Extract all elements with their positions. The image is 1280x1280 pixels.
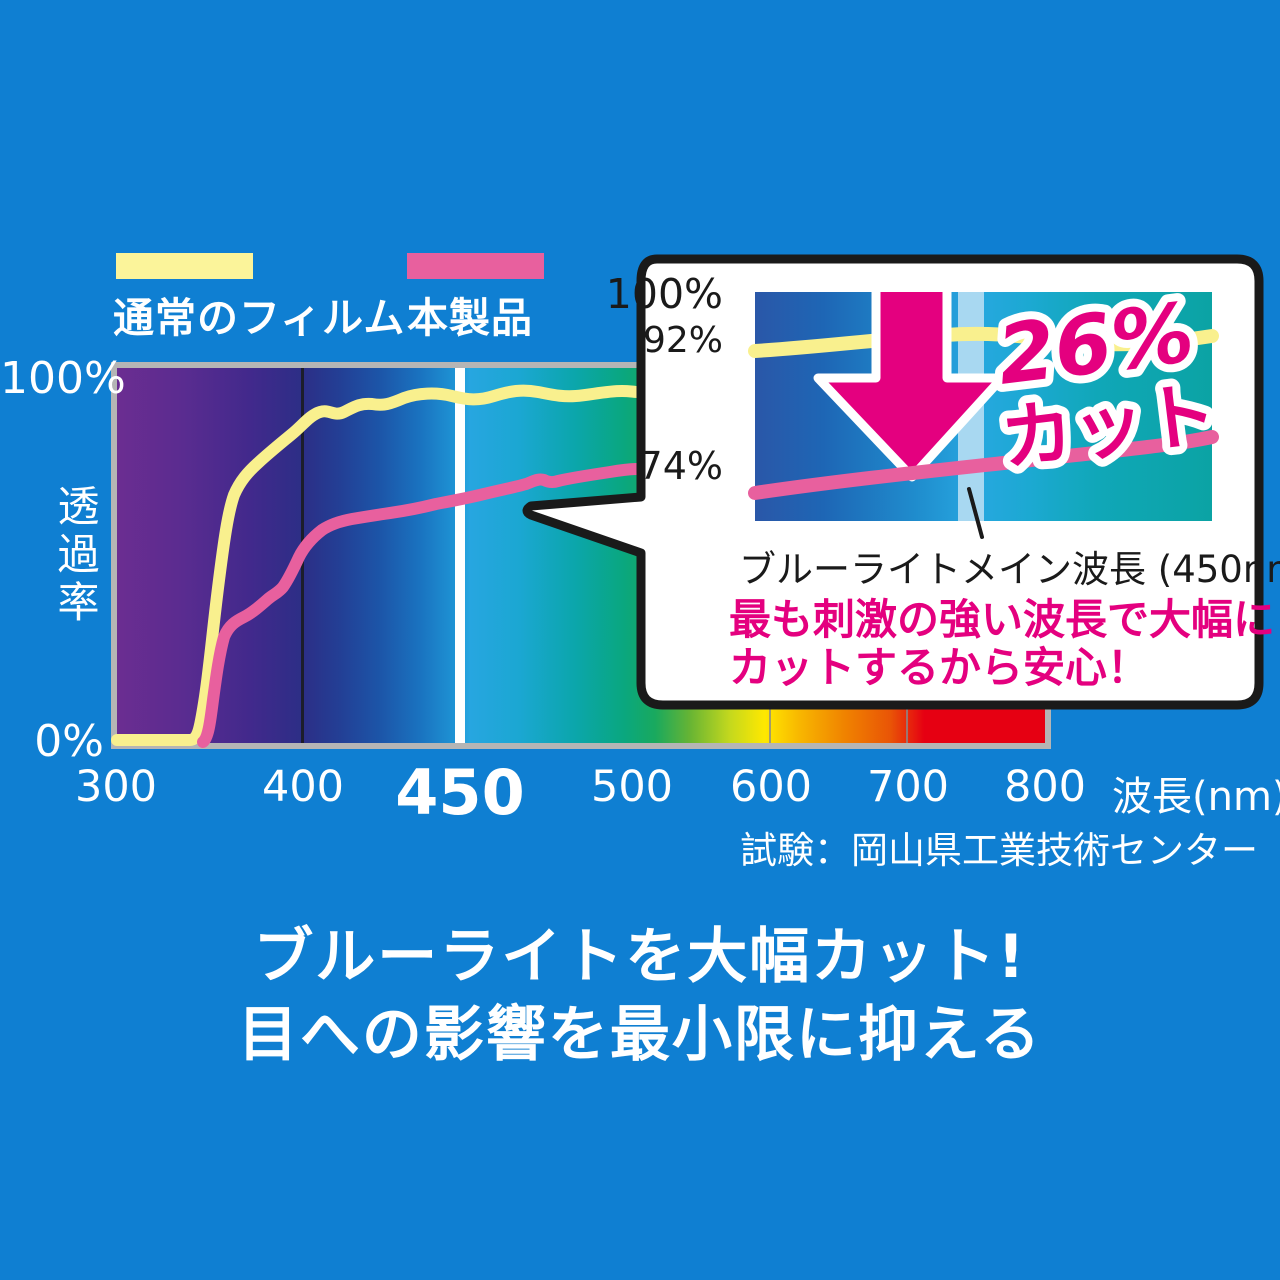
x-tick-600: 600 <box>729 762 813 812</box>
headline-line2: 目への影響を最小限に抑える <box>237 1000 1043 1070</box>
test-institute-footnote: 試験：岡山県工業技術センター <box>740 829 1258 872</box>
x-tick-700: 700 <box>866 762 950 812</box>
curve-product <box>197 463 644 748</box>
callout-label-100: 100% <box>605 270 723 318</box>
legend-swatch-normal-film <box>116 253 253 279</box>
legend-label-product: 本製品 <box>407 294 533 342</box>
callout-label-92: 92% <box>642 320 723 361</box>
x-tick-450: 450 <box>395 756 525 829</box>
cut-down-arrow-icon <box>813 292 1007 482</box>
callout-caption: ブルーライトメイン波長 (450nm) <box>739 548 1280 591</box>
y-axis-label-100: 100% <box>0 353 126 404</box>
mini-curve-product <box>748 430 1219 500</box>
x-axis-unit: 波長(nm) <box>1112 774 1280 820</box>
mini-curve-normal-film <box>748 326 1219 358</box>
gridline-450nm <box>455 368 465 743</box>
x-tick-300: 300 <box>74 762 158 812</box>
callout-note-line2: カットするから安心！ <box>729 643 1150 692</box>
cut-badge: 26% カット <box>984 278 1229 489</box>
callout-label-74: 74% <box>638 444 723 488</box>
x-tick-500: 500 <box>590 762 674 812</box>
legend-label-normal-film: 通常のフィルム <box>113 294 406 342</box>
legend-swatch-product <box>407 253 544 279</box>
y-axis-title: 透過率 <box>51 484 100 628</box>
y-axis-label-0: 0% <box>34 716 104 767</box>
cut-value-text: 26% <box>992 286 1198 404</box>
callout-pointer-line <box>967 487 984 539</box>
headline-line1: ブルーライトを大幅カット! <box>253 922 1027 992</box>
x-tick-400: 400 <box>261 762 345 812</box>
curve-normal-film <box>111 384 644 746</box>
callout-note-line1: 最も刺激の強い波長で大幅に <box>729 595 1276 644</box>
x-tick-800: 800 <box>1003 762 1087 812</box>
